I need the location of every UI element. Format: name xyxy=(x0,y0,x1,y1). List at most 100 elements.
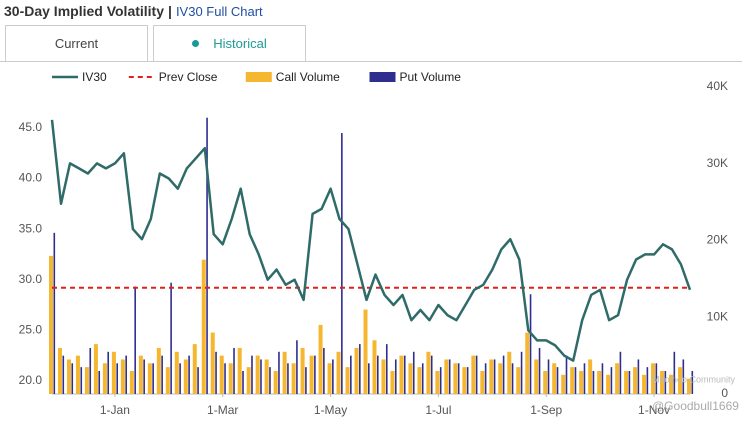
volume-bar xyxy=(107,351,110,394)
volume-bar xyxy=(138,355,143,394)
volume-bar xyxy=(543,370,548,394)
volume-bar xyxy=(408,363,413,394)
tab-label: Historical xyxy=(213,36,267,51)
volume-bar xyxy=(642,374,647,394)
volume-bar xyxy=(664,370,667,394)
volume-bar xyxy=(475,355,478,394)
iv30-line xyxy=(50,119,692,362)
volume-bar xyxy=(682,359,685,394)
volume-bar xyxy=(161,355,163,394)
volume-bar xyxy=(165,367,170,394)
volume-bar xyxy=(152,363,154,394)
volume-bar xyxy=(534,359,539,394)
y2-tick-label: 0 xyxy=(721,386,728,400)
y-tick-label: 30.0 xyxy=(19,272,43,286)
full-chart-link[interactable]: IV30 Full Chart xyxy=(175,4,263,19)
volume-bar xyxy=(421,363,424,394)
volume-bar xyxy=(246,367,251,394)
x-tick-label: 1-Jan xyxy=(100,403,130,417)
y-tick-label: 25.0 xyxy=(19,322,43,336)
volume-bar xyxy=(484,363,487,394)
volume-bar xyxy=(624,370,629,394)
volume-bar xyxy=(318,324,323,394)
x-tick-label: 1-Jul xyxy=(425,403,451,417)
volume-bar xyxy=(394,359,397,394)
volume-bar xyxy=(111,351,116,394)
volume-bar xyxy=(579,370,584,394)
volume-bar xyxy=(547,359,550,394)
volume-bar xyxy=(84,367,89,394)
volume-bar xyxy=(489,359,494,394)
volume-bar xyxy=(457,363,460,394)
volume-bar xyxy=(655,363,658,394)
volume-bar xyxy=(300,347,305,394)
volume-bar xyxy=(116,363,119,394)
volume-bar xyxy=(552,363,557,394)
volume-bar xyxy=(561,374,566,394)
volume-bar xyxy=(183,359,188,394)
volume-bar xyxy=(619,351,622,394)
volume-bar xyxy=(206,117,208,394)
legend-swatch xyxy=(245,72,272,82)
x-tick-label: 1-Mar xyxy=(207,403,238,417)
volume-bar xyxy=(538,347,541,394)
volume-bar xyxy=(556,367,559,394)
volume-bar xyxy=(597,370,602,394)
volume-bar xyxy=(201,259,206,394)
volume-bar xyxy=(376,355,379,394)
volume-bar xyxy=(448,359,451,394)
volume-bar xyxy=(224,363,226,394)
volume-bar xyxy=(134,286,136,394)
volume-bar xyxy=(260,359,262,394)
volume-bar xyxy=(678,367,683,394)
separator: | xyxy=(168,3,172,19)
volume-bar xyxy=(345,367,350,394)
volume-bar xyxy=(102,363,107,394)
volume-bar xyxy=(466,367,469,394)
volume-bar xyxy=(98,370,101,394)
volume-bar xyxy=(399,355,404,394)
volume-bar xyxy=(493,359,496,394)
volume-bar xyxy=(287,363,289,394)
volume-bar xyxy=(80,367,83,394)
legend-label: Put Volume xyxy=(400,70,462,84)
legend-swatch xyxy=(369,72,396,82)
tab-historical[interactable]: Historical xyxy=(153,25,306,61)
volume-bar xyxy=(170,282,172,394)
volume-bar xyxy=(174,351,179,394)
volume-bar xyxy=(511,363,514,394)
volume-bar xyxy=(75,355,80,394)
volume-bar xyxy=(507,351,512,394)
volume-bar xyxy=(323,347,325,394)
volume-bar xyxy=(269,367,271,394)
volume-bar xyxy=(565,355,568,394)
watermark: Moomoo Community xyxy=(652,374,736,384)
volume-bar xyxy=(309,355,314,394)
y-tick-label: 20.0 xyxy=(19,373,43,387)
volume-bar xyxy=(583,363,586,394)
volume-bar xyxy=(471,355,476,394)
legend-label: IV30 xyxy=(82,70,107,84)
y2-tick-label: 40K xyxy=(707,79,728,93)
volume-bar xyxy=(179,363,181,394)
volume-bar xyxy=(628,370,631,394)
volume-bar xyxy=(156,347,161,394)
volume-bar xyxy=(129,370,134,394)
volume-bar xyxy=(282,351,287,394)
volume-bar xyxy=(336,351,341,394)
volume-bar xyxy=(49,255,53,394)
volume-bar xyxy=(219,355,224,394)
volume-bar xyxy=(120,359,125,394)
volume-bar xyxy=(341,133,343,395)
volume-bar xyxy=(354,347,359,394)
volume-bar xyxy=(192,344,197,394)
volume-bar xyxy=(66,359,71,394)
x-tick-label: 1-Sep xyxy=(530,403,562,417)
volume-bar xyxy=(147,363,152,394)
volume-bar xyxy=(228,363,233,394)
volume-bar xyxy=(210,332,215,394)
tab-current[interactable]: Current xyxy=(5,25,148,61)
volume-bar xyxy=(71,363,74,394)
volume-bar xyxy=(615,363,620,394)
volume-bar xyxy=(381,359,386,394)
